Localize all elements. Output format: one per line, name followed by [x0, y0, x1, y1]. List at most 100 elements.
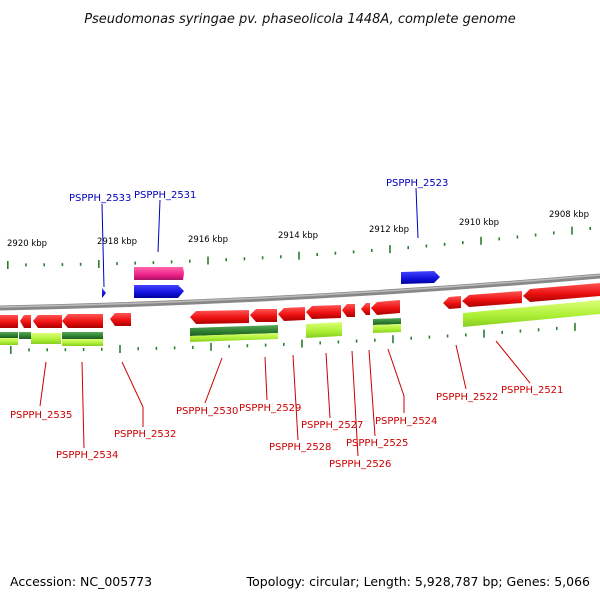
ruler-tick [319, 341, 321, 345]
ruler-tick [173, 346, 176, 350]
gene-label-pspph-2535[interactable]: PSPPH_2535 [10, 410, 72, 421]
leader-line [121, 361, 144, 408]
gene-label-pspph-2527[interactable]: PSPPH_2527 [301, 420, 363, 431]
gene-pspph-2531-pink[interactable] [134, 267, 184, 280]
ruler-tick [82, 348, 85, 351]
gene-label-pspph-2528[interactable]: PSPPH_2528 [269, 442, 331, 453]
ruler-tick [228, 344, 230, 348]
ruler-label: 2918 kbp [97, 237, 137, 247]
rna-light[interactable] [373, 324, 401, 333]
ruler-label: 2914 kbp [278, 231, 318, 241]
gene-label-pspph-2524[interactable]: PSPPH_2524 [375, 416, 437, 427]
rna-dark[interactable] [0, 332, 18, 338]
gene-label-pspph-2523[interactable]: PSPPH_2523 [386, 178, 448, 189]
gene-pspph-2526[interactable] [342, 304, 355, 317]
leader-line [81, 361, 85, 449]
ruler-tick [571, 226, 573, 235]
rna-light[interactable] [306, 322, 342, 338]
ruler-tick [64, 348, 67, 352]
ruler-tick [155, 346, 158, 350]
ruler-tick [137, 347, 139, 351]
ruler-tick [210, 342, 212, 351]
gene-label-pspph-2525[interactable]: PSPPH_2525 [346, 438, 408, 449]
ruler-tick [334, 251, 337, 255]
reverse-genes [0, 283, 600, 328]
leader-line [495, 340, 531, 384]
ruler-tick [301, 339, 303, 348]
ruler-tick [261, 256, 264, 260]
ruler-tick [534, 233, 537, 237]
accession-text: Accession: NC_005773 [10, 574, 152, 589]
top-gene-labels: PSPPH_2533 PSPPH_2531 PSPPH_2523 [69, 178, 448, 288]
gene-pspph-2522[interactable] [443, 296, 461, 309]
ruler-ticks-bottom [10, 322, 576, 354]
gene-label-pspph-2531[interactable]: PSPPH_2531 [134, 190, 196, 201]
gene-pspph-2527[interactable] [306, 305, 341, 319]
ruler-tick [264, 343, 267, 347]
gene-pspph-2521-a[interactable] [462, 291, 522, 307]
ruler-tick [516, 235, 519, 239]
rna-light[interactable] [463, 300, 600, 327]
gene-label-pspph-2529[interactable]: PSPPH_2529 [239, 403, 301, 414]
gene-pspph-2524[interactable] [371, 300, 400, 315]
rna-dark[interactable] [373, 318, 401, 325]
ruler-tick [446, 334, 449, 338]
ruler-tick [465, 333, 467, 337]
rna-dark[interactable] [19, 332, 31, 339]
ruler-label: 2908 kbp [549, 210, 589, 220]
rna-light[interactable] [31, 333, 61, 344]
gene-pspph-2529[interactable] [250, 309, 277, 322]
leader-line [415, 187, 419, 239]
gene-pspph-2525[interactable] [361, 303, 370, 315]
rna-dark[interactable] [62, 332, 103, 339]
ruler-tick [28, 348, 30, 352]
leader-line [455, 344, 467, 390]
gene-pspph-2521-b[interactable] [523, 283, 600, 302]
ruler-tick [246, 344, 249, 348]
gene-label-pspph-2530[interactable]: PSPPH_2530 [176, 406, 238, 417]
ruler-tick [116, 262, 118, 266]
gene-label-pspph-2526[interactable]: PSPPH_2526 [329, 459, 391, 470]
gene-pspph-2528[interactable] [278, 307, 305, 321]
ruler-tick [101, 347, 103, 351]
gene-label-pspph-2521[interactable]: PSPPH_2521 [501, 385, 563, 396]
ruler-tick [589, 227, 591, 230]
gene-pspph-2532[interactable] [110, 313, 131, 326]
ruler-tick [337, 340, 340, 344]
gene-pspph-2533[interactable] [102, 288, 106, 298]
rna-light[interactable] [190, 333, 278, 342]
ruler-label: 2910 kbp [459, 218, 499, 228]
ruler-tick [574, 322, 576, 331]
ruler-tick [462, 241, 464, 245]
gene-pspph-2534[interactable] [62, 314, 103, 328]
rna-dark[interactable] [190, 325, 278, 336]
ruler-tick [280, 255, 282, 259]
ruler-tick [189, 259, 191, 263]
gene-pspph-2523[interactable] [401, 271, 440, 284]
rna-light[interactable] [62, 339, 103, 346]
ruler-tick [501, 330, 503, 334]
ruler-tick [243, 257, 246, 261]
ruler-tick [225, 258, 227, 262]
ruler-tick [556, 326, 558, 330]
gene-pspph-2535[interactable] [33, 315, 62, 328]
ruler-label: 2912 kbp [369, 225, 409, 235]
ruler-tick [355, 339, 358, 343]
gene-label-pspph-2533[interactable]: PSPPH_2533 [69, 193, 131, 204]
genome-backbone-highlight [0, 274, 600, 308]
gene-label-pspph-2532[interactable]: PSPPH_2532 [114, 429, 176, 440]
gene-pspph-2531[interactable] [134, 285, 184, 298]
genome-summary-text: Topology: circular; Length: 5,928,787 bp… [246, 574, 590, 589]
ruler-tick [443, 242, 446, 246]
gene-reverse[interactable] [20, 315, 31, 328]
ruler-tick [134, 261, 136, 265]
ruler-tick [61, 263, 64, 267]
gene-label-pspph-2534[interactable]: PSPPH_2534 [56, 450, 118, 461]
rna-light[interactable] [0, 338, 18, 345]
ruler-tick [46, 348, 48, 352]
gene-reverse[interactable] [0, 315, 18, 328]
gene-pspph-2530[interactable] [190, 310, 249, 324]
gene-label-pspph-2522[interactable]: PSPPH_2522 [436, 392, 498, 403]
ruler-tick [483, 329, 485, 338]
